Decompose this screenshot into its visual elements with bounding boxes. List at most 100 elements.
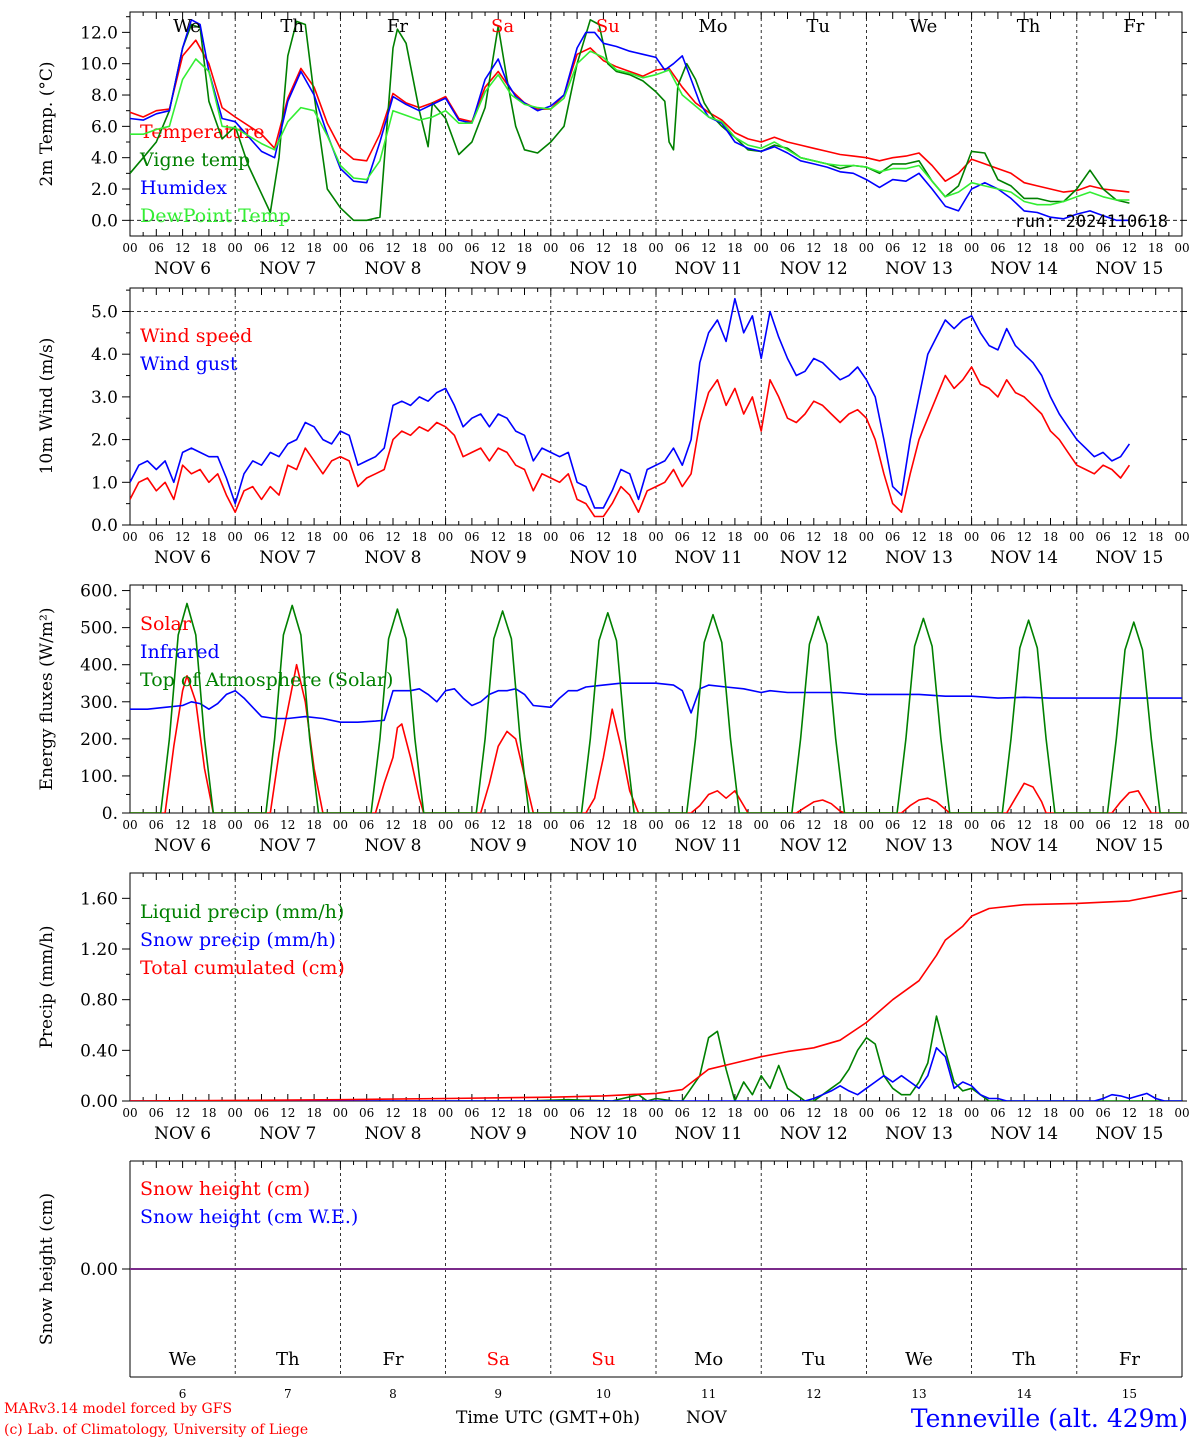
y-tick-label: 1.20 (80, 940, 118, 960)
date-label: NOV 13 (885, 836, 953, 856)
date-label: NOV 9 (470, 836, 527, 856)
legend-entry: Total cumulated (cm) (140, 957, 345, 979)
day-number: 15 (1122, 1387, 1137, 1401)
hour-tick-label: 18 (1043, 241, 1058, 255)
legend-entry: Snow height (cm) (140, 1178, 310, 1200)
hour-tick-label: 00 (543, 1106, 558, 1120)
legend-entry: Wind speed (140, 325, 252, 347)
hour-tick-label: 18 (832, 818, 847, 832)
hour-tick-label: 00 (1174, 1106, 1189, 1120)
hour-tick-label: 06 (149, 1106, 164, 1120)
legend-entry: Liquid precip (mm/h) (140, 901, 344, 923)
hour-tick-label: 18 (412, 530, 427, 544)
hour-tick-label: 12 (1122, 530, 1137, 544)
hour-tick-label: 12 (1017, 818, 1032, 832)
date-label: NOV 13 (885, 259, 953, 279)
panel-4: 00 06 12 18 NOV 6 00 06 12 18 NOV 7 00 06 12 18 NOV 8 0… (37, 872, 1190, 1144)
day-number: 6 (179, 1387, 187, 1401)
series-line-1 (130, 39, 1130, 193)
panel-frame (129, 11, 1183, 237)
y-tick-label: 0.00 (80, 1260, 118, 1280)
hour-tick-label: 18 (1148, 241, 1163, 255)
hour-tick-label: 12 (491, 530, 506, 544)
hour-tick-label: 00 (859, 530, 874, 544)
day-number: 8 (389, 1387, 397, 1401)
hour-tick-label: 12 (1017, 241, 1032, 255)
y-tick-label: 1.60 (80, 889, 118, 909)
hour-tick-label: 06 (569, 818, 584, 832)
y-tick-label: 0.0 (91, 516, 118, 536)
legend-entry: Top of Atmosphere (Solar) (140, 669, 393, 691)
hour-tick-label: 12 (806, 530, 821, 544)
hour-tick-label: 06 (780, 241, 795, 255)
day-name: Sa (491, 16, 514, 37)
day-name: Mo (694, 1349, 723, 1370)
hour-tick-label: 00 (122, 241, 137, 255)
date-label: NOV 6 (154, 836, 211, 856)
hour-tick-label: 12 (701, 241, 716, 255)
date-label: NOV 9 (470, 1124, 527, 1144)
hour-tick-label: 18 (727, 818, 742, 832)
hour-tick-label: 06 (464, 1106, 479, 1120)
series-line-3 (130, 602, 1182, 813)
hour-tick-label: 18 (622, 1106, 637, 1120)
hour-tick-label: 12 (596, 818, 611, 832)
day-name: Th (280, 16, 304, 37)
hour-tick-label: 18 (938, 1106, 953, 1120)
hour-tick-label: 18 (1043, 818, 1058, 832)
hour-tick-label: 00 (333, 818, 348, 832)
date-label: NOV 12 (780, 836, 848, 856)
hour-tick-label: 00 (648, 1106, 663, 1120)
hour-tick-label: 12 (175, 818, 190, 832)
hour-tick-label: 00 (122, 530, 137, 544)
hour-tick-label: 12 (280, 530, 295, 544)
series-line-4 (130, 50, 1130, 206)
day-name: Su (596, 16, 620, 37)
hour-tick-label: 12 (596, 530, 611, 544)
day-name: We (910, 16, 938, 37)
hour-tick-label: 06 (780, 530, 795, 544)
hour-tick-label: 00 (754, 530, 769, 544)
series-line-2 (130, 19, 1130, 222)
hour-tick-label: 06 (254, 241, 269, 255)
hour-tick-label: 00 (648, 818, 663, 832)
hour-tick-label: 18 (517, 241, 532, 255)
date-label: NOV 9 (470, 259, 527, 279)
y-tick-label: 300. (80, 693, 118, 713)
hour-tick-label: 06 (675, 818, 690, 832)
y-axis-label: Snow height (cm) (37, 1193, 57, 1345)
date-label: NOV 12 (780, 1124, 848, 1144)
hour-tick-label: 06 (254, 530, 269, 544)
hour-tick-label: 06 (149, 818, 164, 832)
hour-tick-label: 06 (1095, 1106, 1110, 1120)
hour-tick-label: 00 (648, 530, 663, 544)
panel-5: 0.00 Snow height (cm) Snow height (cm) Snow… (37, 1160, 1187, 1401)
hour-tick-label: 18 (306, 241, 321, 255)
date-label: NOV 10 (569, 836, 637, 856)
y-tick-label: 8.0 (91, 86, 118, 106)
hour-tick-label: 18 (938, 530, 953, 544)
hour-tick-label: 12 (175, 241, 190, 255)
hour-tick-label: 00 (333, 1106, 348, 1120)
date-label: NOV 13 (885, 1124, 953, 1144)
series-line-1 (130, 366, 1131, 518)
date-label: NOV 14 (990, 836, 1058, 856)
hour-tick-label: 00 (859, 241, 874, 255)
date-label: NOV 12 (780, 259, 848, 279)
time-axis-label: Time UTC (GMT+0h) (456, 1408, 640, 1428)
day-number: 14 (1017, 1387, 1033, 1401)
date-label: NOV 15 (1095, 259, 1163, 279)
date-label: NOV 7 (259, 1124, 316, 1144)
legend-entry: Solar (140, 613, 192, 635)
day-name: Th (1012, 1349, 1036, 1370)
day-name: Th (1017, 16, 1041, 37)
date-label: NOV 7 (259, 548, 316, 568)
series-line-2 (130, 297, 1131, 509)
day-name: Fr (387, 16, 408, 37)
date-label: NOV 9 (470, 548, 527, 568)
date-label: NOV 8 (364, 836, 421, 856)
hour-tick-label: 00 (228, 530, 243, 544)
day-number: 9 (494, 1387, 502, 1401)
hour-tick-label: 00 (438, 241, 453, 255)
